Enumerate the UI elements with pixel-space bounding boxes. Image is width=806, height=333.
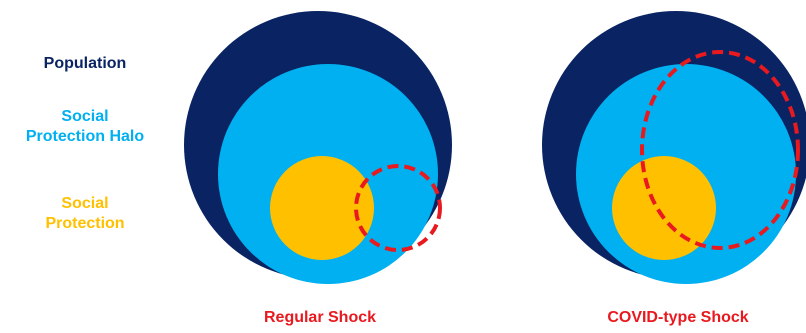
- social-protection-circle-left: [270, 156, 374, 260]
- covid-shock-ellipse: [640, 50, 800, 250]
- regular-shock-diagram: [184, 11, 452, 284]
- social-protection-circle-right: [612, 156, 716, 260]
- covid-shock-diagram: [542, 11, 806, 284]
- regular-shock-caption: Regular Shock: [263, 309, 377, 326]
- social-protection-label: Social Protection: [45, 195, 125, 232]
- covid-shock-caption: COVID-type Shock: [607, 309, 749, 326]
- regular-shock-circle: [354, 164, 442, 252]
- social-protection-halo-label: Social Protection Halo: [25, 108, 145, 145]
- population-label: Population: [43, 55, 127, 72]
